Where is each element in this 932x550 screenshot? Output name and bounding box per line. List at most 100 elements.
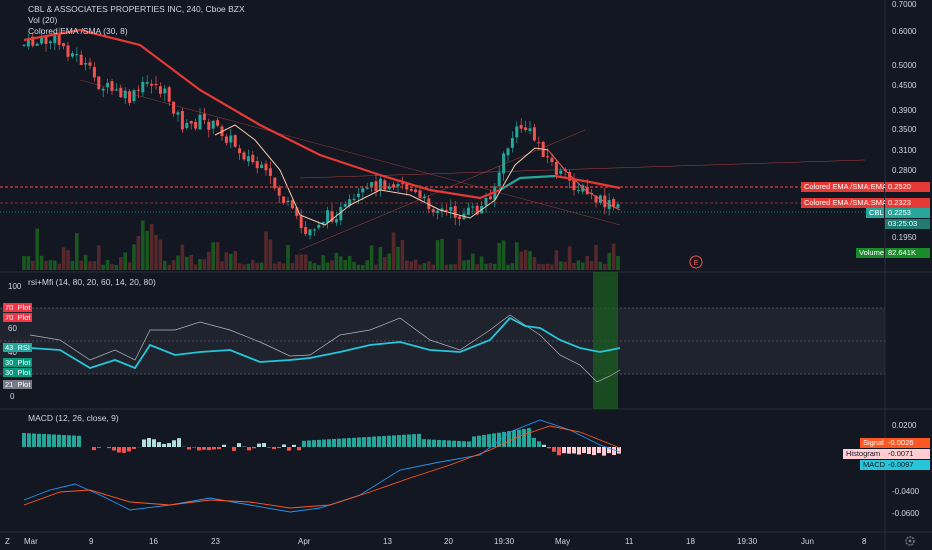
candle — [295, 207, 299, 216]
macd-tag-label: MACD — [860, 460, 885, 470]
candle — [396, 184, 400, 187]
volume-bar — [325, 262, 330, 270]
macd-bar — [47, 434, 51, 447]
volume-bar — [277, 261, 281, 270]
date-tick: 13 — [383, 537, 392, 546]
macd-bar — [557, 447, 561, 456]
macd-bar — [562, 447, 566, 454]
volume-bar — [233, 251, 237, 270]
candle — [334, 219, 338, 223]
macd-bar — [367, 436, 371, 447]
candle — [466, 207, 470, 215]
volume-bar — [22, 256, 26, 270]
vol-legend[interactable]: Vol (20) — [28, 15, 58, 25]
histogram-tag-label: Histogram — [843, 449, 885, 459]
macd-bar — [327, 439, 331, 447]
macd-axis[interactable]: 0.0200 -0.0400 -0.0600 — [892, 421, 920, 518]
macd-bar — [482, 434, 486, 447]
macd-bar — [207, 447, 211, 451]
macd-bar — [542, 444, 546, 447]
macd-bar — [577, 447, 581, 455]
ema-legend[interactable]: Colored EMA /SMA (30, 8) — [28, 26, 128, 36]
volume-bar — [97, 245, 101, 270]
macd-bar — [587, 447, 591, 455]
price-axis[interactable]: 0.7000 0.6000 0.5000 0.4500 0.3900 0.350… — [892, 0, 917, 242]
candle — [158, 86, 162, 94]
volume-bar — [506, 264, 510, 270]
volume-bar — [356, 264, 361, 270]
volume-bar — [444, 264, 449, 270]
countdown-tag: 03:25:03 — [885, 219, 930, 229]
volume-tag-label: Volume — [856, 248, 884, 258]
candle — [440, 208, 444, 212]
candle — [374, 181, 378, 192]
macd-bar — [322, 439, 326, 447]
volume-bar — [167, 264, 171, 270]
macd-bar — [357, 437, 361, 447]
volume-bar — [246, 263, 251, 270]
candle — [75, 54, 79, 56]
candle — [510, 138, 514, 148]
candle — [163, 88, 167, 94]
sma-line — [214, 124, 549, 226]
candle — [343, 204, 347, 207]
candle — [537, 142, 541, 144]
volume-bar — [563, 261, 567, 270]
macd-bar — [522, 428, 526, 447]
rsi-plot-tag: 21 Plot — [3, 380, 33, 389]
candle — [66, 45, 70, 57]
price-tick: 0.1950 — [892, 233, 917, 242]
candle — [141, 81, 145, 93]
candle — [321, 221, 325, 225]
volume-bar — [185, 256, 189, 270]
macd-bar — [292, 444, 296, 447]
zoom-icon[interactable]: Z — [5, 537, 10, 546]
macd-bar — [362, 437, 366, 447]
volume-bar — [572, 262, 576, 270]
gear-icon[interactable] — [905, 536, 915, 546]
macd-bar — [517, 429, 521, 447]
earnings-marker[interactable] — [689, 255, 703, 269]
candle — [458, 216, 462, 220]
candle — [251, 154, 255, 163]
candle — [431, 209, 435, 213]
volume-bar — [383, 257, 387, 270]
candle — [585, 186, 589, 195]
candle — [427, 198, 431, 210]
volume-bar — [180, 244, 185, 270]
macd-bar — [402, 434, 406, 447]
date-tick: Apr — [298, 537, 311, 546]
macd-bar — [132, 447, 136, 449]
volume-bar — [339, 256, 343, 270]
macd-bar — [212, 447, 216, 450]
symbol-title[interactable]: CBL & ASSOCIATES PROPERTIES INC, 240, Cb… — [28, 4, 245, 14]
macd-bar — [267, 447, 271, 448]
volume-bar — [475, 264, 479, 270]
candle — [207, 121, 211, 130]
macd-legend[interactable]: MACD (12, 26, close, 9) — [28, 413, 119, 423]
candle — [383, 180, 387, 190]
volume-bar — [207, 251, 211, 270]
macd-bar — [457, 440, 461, 447]
volume-bar — [369, 245, 374, 270]
macd-bar — [507, 431, 511, 447]
macd-bar — [412, 434, 416, 447]
candle — [326, 210, 330, 224]
candle — [352, 198, 356, 201]
volume-bar — [145, 231, 149, 270]
macd-tick: -0.0400 — [892, 487, 920, 496]
time-axis[interactable]: Mar 9 16 23 Apr 13 20 19:30 May 11 18 19… — [24, 537, 867, 546]
volume-bar — [176, 255, 180, 270]
macd-bar — [467, 441, 471, 447]
volume-bar — [105, 260, 110, 270]
rsi-legend[interactable]: rsi+Mfi (14, 80, 20, 60, 14, 20, 80) — [28, 277, 156, 287]
candle — [554, 162, 558, 175]
candle — [612, 199, 616, 207]
macd-tag-value: -0.0097 — [885, 460, 930, 470]
volume-bar — [237, 263, 242, 270]
volume-bar — [66, 250, 70, 270]
volume-bar — [88, 261, 92, 270]
volume-bar — [519, 251, 523, 270]
macd-bar — [447, 440, 451, 447]
